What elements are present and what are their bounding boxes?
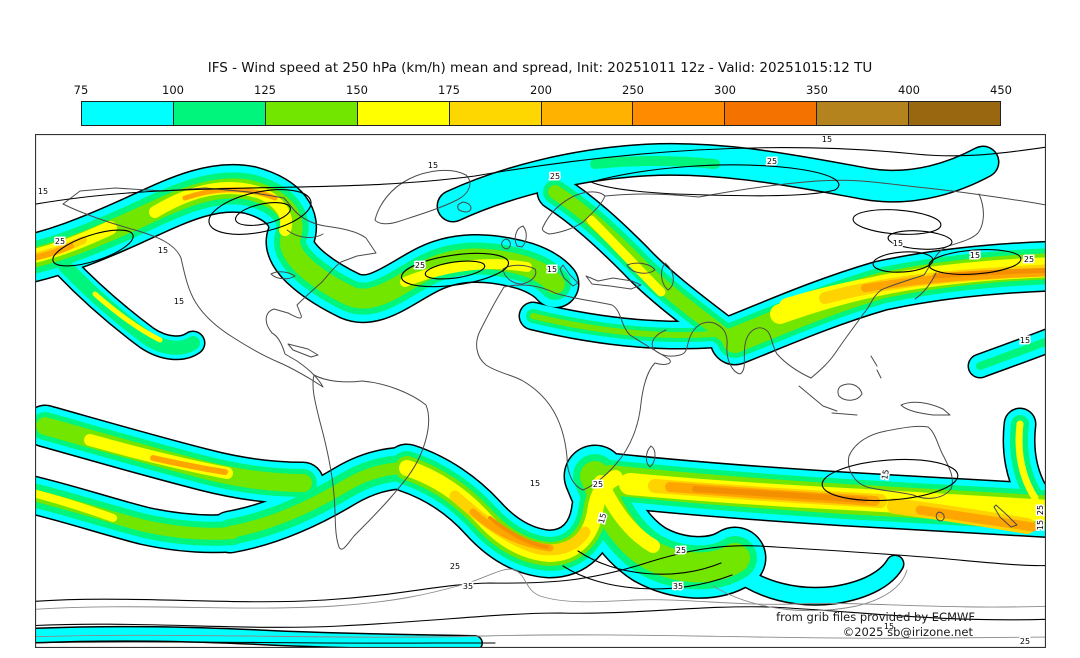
contour-label: 15: [547, 265, 557, 274]
contour-label: 25: [676, 546, 686, 555]
wind-speed-band-100: [35, 156, 1046, 567]
contour-label: 15: [822, 135, 832, 144]
colorbar: [81, 101, 1001, 126]
colorbar-tick-label: 150: [346, 83, 368, 97]
colorbar-segment: [357, 102, 450, 125]
contour-label: 35: [463, 582, 473, 591]
chart-title: IFS - Wind speed at 250 hPa (km/h) mean …: [207, 60, 873, 76]
colorbar-tick-label: 200: [530, 83, 552, 97]
contour-label: 25: [1036, 505, 1045, 515]
contour-label: 25: [55, 237, 65, 246]
map-canvas: 15 25 15 15 15 25 25 25 15 15 15 15 25 15 15 25 35 25 15 25…: [35, 134, 1046, 648]
attribution-copyright: ©2025 sb@irizone.net: [843, 625, 974, 639]
map-frame: [35, 134, 1046, 648]
colorbar-segment: [633, 102, 726, 125]
colorbar-tick-label: 125: [254, 83, 276, 97]
colorbar-segment: [817, 102, 910, 125]
colorbar-tick-label: 100: [162, 83, 184, 97]
wind-speed-band-75: [35, 159, 1046, 643]
coastlines: [62, 169, 1046, 550]
colorbar-tick-label: 250: [622, 83, 644, 97]
contour-label: 15: [1020, 336, 1030, 345]
world-wind-map: 15 25 15 15 15 25 25 25 15 15 15 15 25 15 15 25 35 25 15 25…: [35, 134, 1046, 648]
colorbar-tick-label: 400: [898, 83, 920, 97]
contour-label: 15: [428, 161, 438, 170]
contour-label: 25: [593, 480, 603, 489]
contour-label: 25: [415, 261, 425, 270]
colorbar-segment: [449, 102, 542, 125]
contour-label: 15: [38, 187, 48, 196]
contour-label: 15: [1036, 520, 1045, 530]
contour-label: 25: [1020, 637, 1030, 646]
colorbar-segment: [265, 102, 358, 125]
contour-label: 25: [1024, 255, 1034, 264]
colorbar-tick-label: 350: [806, 83, 828, 97]
colorbar-tick-label: 300: [714, 83, 736, 97]
contour-label: 15: [174, 297, 184, 306]
contour-label: 15: [597, 512, 608, 524]
contour-labels: 15 25 15 15 15 25 25 25 15 15 15 15 25 15 15 25 35 25 15 25…: [36, 134, 1046, 648]
contour-label: 15: [884, 622, 894, 631]
attribution-source: from grib files provided by ECMWF: [776, 610, 975, 624]
contour-label: 35: [673, 582, 683, 591]
contour-label: 15: [970, 251, 980, 260]
colorbar-tick-label: 175: [438, 83, 460, 97]
colorbar-tick-label: 450: [990, 83, 1012, 97]
contour-label: 25: [767, 157, 777, 166]
colorbar-tick-label: 75: [73, 83, 89, 97]
contour-label: 15: [893, 239, 903, 248]
spread-contour-lines: [35, 146, 1046, 644]
colorbar-segment: [82, 102, 174, 125]
contour-label: 25: [450, 562, 460, 571]
colorbar-tick-labels: 75 100 125 150 175 200 250 300 350 400 450: [74, 83, 1012, 98]
contour-label: 15: [530, 479, 540, 488]
colorbar-segment: [909, 102, 1001, 125]
contour-label: 25: [550, 172, 560, 181]
contour-label: 15: [158, 246, 168, 255]
colorbar-segment: [173, 102, 266, 125]
contour-label: 15: [880, 469, 891, 481]
colorbar-segment: [541, 102, 634, 125]
colorbar-segment: [725, 102, 818, 125]
